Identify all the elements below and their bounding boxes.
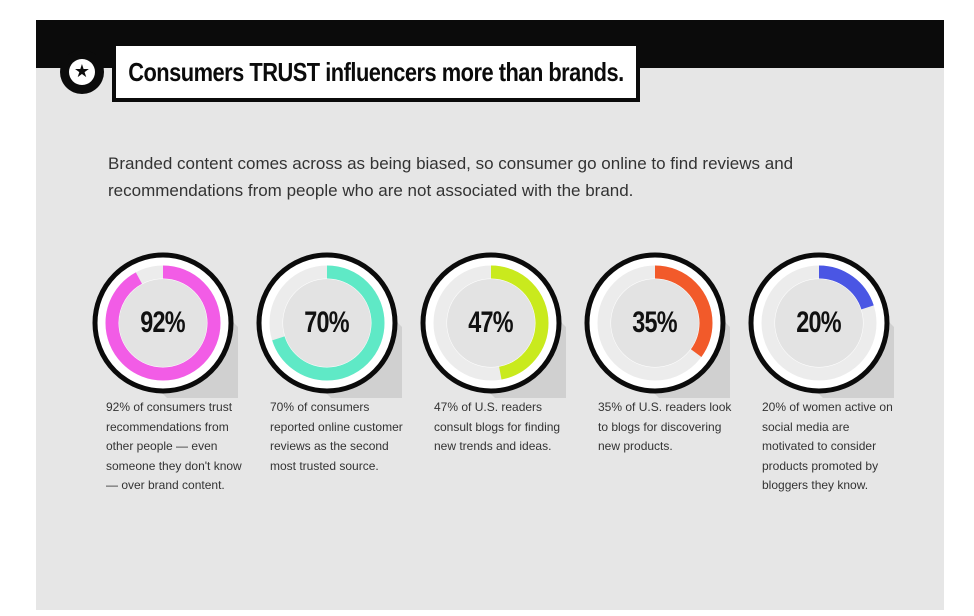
ring-arc [105,265,221,381]
stat-5: 20% 20% of women active on social media … [744,248,904,496]
stat-description: 70% of consumers reported online custome… [270,400,403,473]
stat-description: 92% of consumers trust recommendations f… [106,400,242,492]
page-title: Consumers TRUST influencers more than br… [128,56,624,87]
stat-percent: 20% [796,306,842,339]
stat-2: 70% 70% of consumers reported online cus… [252,248,412,476]
ring-center [611,279,699,367]
stat-ring: 92% [88,248,238,398]
ring-center [775,279,863,367]
ring-arc [597,265,713,381]
infographic-panel: ★ Consumers TRUST influencers more than … [36,20,944,610]
progress-ring [748,252,894,398]
title-box: Consumers TRUST influencers more than br… [112,42,640,102]
stat-3: 47% 47% of U.S. readers consult blogs fo… [416,248,576,457]
stat-description: 35% of U.S. readers look to blogs for di… [598,400,732,453]
stat-percent: 92% [140,306,186,339]
ring-arc [761,265,877,381]
stat-percent: 47% [468,306,514,339]
progress-ring [256,252,402,398]
stat-percent: 70% [304,306,350,339]
ring-arc [269,265,385,381]
ring-center [447,279,535,367]
star-badge: ★ [60,50,104,94]
progress-ring [420,252,566,398]
progress-ring [92,252,238,398]
stat-percent: 35% [632,306,678,339]
star-icon: ★ [69,59,95,85]
stat-1: 92% 92% of consumers trust recommendatio… [88,248,248,496]
stat-description: 20% of women active on social media are … [762,400,893,492]
intro-text: Branded content comes across as being bi… [108,154,794,200]
stat-4: 35% 35% of U.S. readers look to blogs fo… [580,248,740,457]
stat-ring: 35% [580,248,730,398]
stat-ring: 20% [744,248,894,398]
progress-ring [584,252,730,398]
stat-ring: 70% [252,248,402,398]
stat-ring: 47% [416,248,566,398]
ring-center [119,279,207,367]
ring-center [283,279,371,367]
stat-description: 47% of U.S. readers consult blogs for fi… [434,400,561,453]
ring-arc [433,265,549,381]
